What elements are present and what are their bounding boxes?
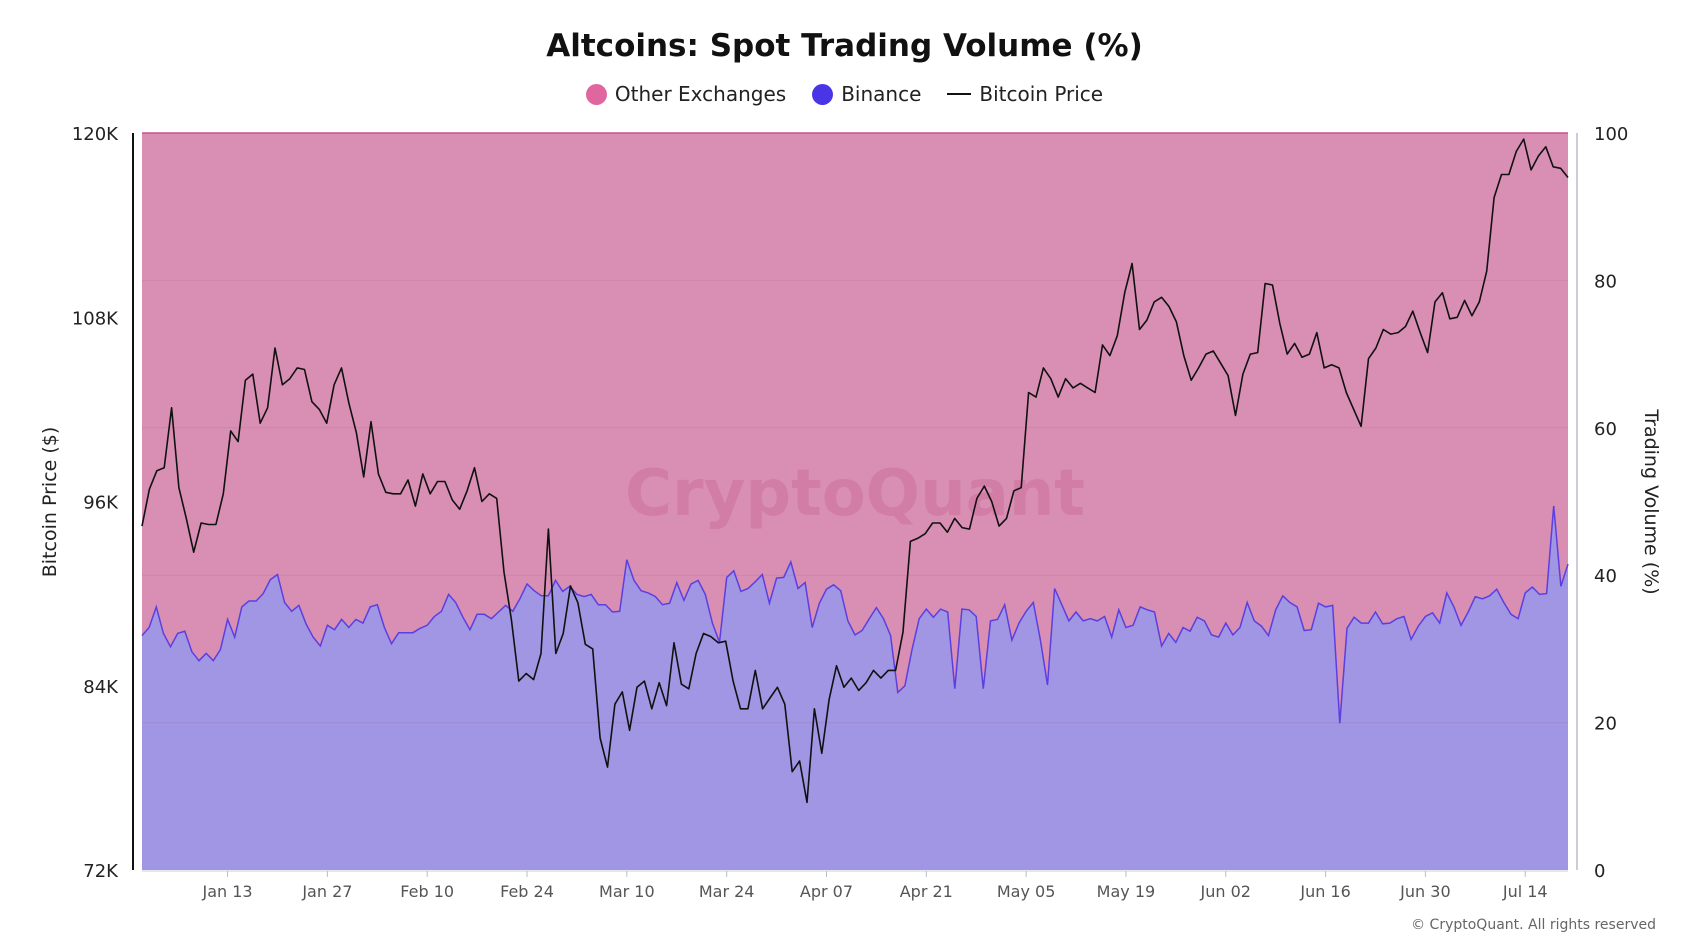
legend-label: Binance bbox=[841, 82, 922, 106]
x-tick-label: Feb 10 bbox=[400, 882, 454, 901]
y-left-tick-label: 84K bbox=[83, 677, 119, 698]
legend-item-binance[interactable]: Binance bbox=[812, 82, 921, 106]
y-left-tick-label: 120K bbox=[72, 124, 119, 145]
binance-swatch-icon bbox=[812, 83, 834, 105]
x-tick-label: Apr 07 bbox=[800, 882, 853, 901]
y-right-tick-label: 80 bbox=[1594, 271, 1617, 292]
x-tick-label: Feb 24 bbox=[500, 882, 554, 901]
legend-label: Bitcoin Price bbox=[979, 82, 1104, 106]
x-tick-label: Mar 10 bbox=[599, 882, 655, 901]
x-tick-label: Jan 27 bbox=[301, 882, 352, 901]
y-right-tick-label: 0 bbox=[1594, 861, 1605, 882]
x-tick-label: Jun 30 bbox=[1399, 882, 1450, 901]
x-tick-label: Mar 24 bbox=[699, 882, 755, 901]
y-left-tick-label: 72K bbox=[83, 861, 119, 882]
x-tick-label: Jun 02 bbox=[1200, 882, 1251, 901]
y-left-tick-label: 96K bbox=[83, 493, 119, 514]
x-tick-label: Jun 16 bbox=[1299, 882, 1350, 901]
watermark: CryptoQuant bbox=[625, 457, 1085, 531]
legend-item-other-exchanges[interactable]: Other Exchanges bbox=[585, 82, 787, 106]
binance-area bbox=[142, 505, 1568, 870]
y-right-tick-label: 60 bbox=[1594, 419, 1617, 440]
y-right-tick-label: 100 bbox=[1594, 124, 1628, 145]
y-right-axis-title: Trading Volume (%) bbox=[1640, 408, 1662, 594]
copyright: © CryptoQuant. All rights reserved bbox=[1411, 917, 1656, 933]
y-left-tick-label: 108K bbox=[72, 308, 119, 329]
x-tick-label: Apr 21 bbox=[900, 882, 953, 901]
x-tick-label: Jul 14 bbox=[1502, 882, 1548, 901]
chart-title: Altcoins: Spot Trading Volume (%) bbox=[546, 28, 1143, 64]
x-tick-label: May 19 bbox=[1097, 882, 1156, 901]
x-tick-label: Jan 13 bbox=[202, 882, 253, 901]
binance-line bbox=[141, 505, 1569, 724]
legend: Other Exchanges Binance Bitcoin Price bbox=[0, 82, 1689, 106]
x-tick-label: May 05 bbox=[997, 882, 1056, 901]
bitcoin-price-swatch-icon bbox=[947, 93, 972, 95]
y-right-tick-label: 20 bbox=[1594, 714, 1617, 735]
legend-label: Other Exchanges bbox=[614, 82, 787, 106]
bitcoin-price-line bbox=[141, 138, 1569, 804]
y-right-tick-label: 40 bbox=[1594, 566, 1617, 587]
y-left-axis-title: Bitcoin Price ($) bbox=[39, 427, 61, 578]
legend-item-bitcoin-price[interactable]: Bitcoin Price bbox=[947, 82, 1103, 106]
other-exchanges-swatch-icon bbox=[585, 83, 607, 105]
